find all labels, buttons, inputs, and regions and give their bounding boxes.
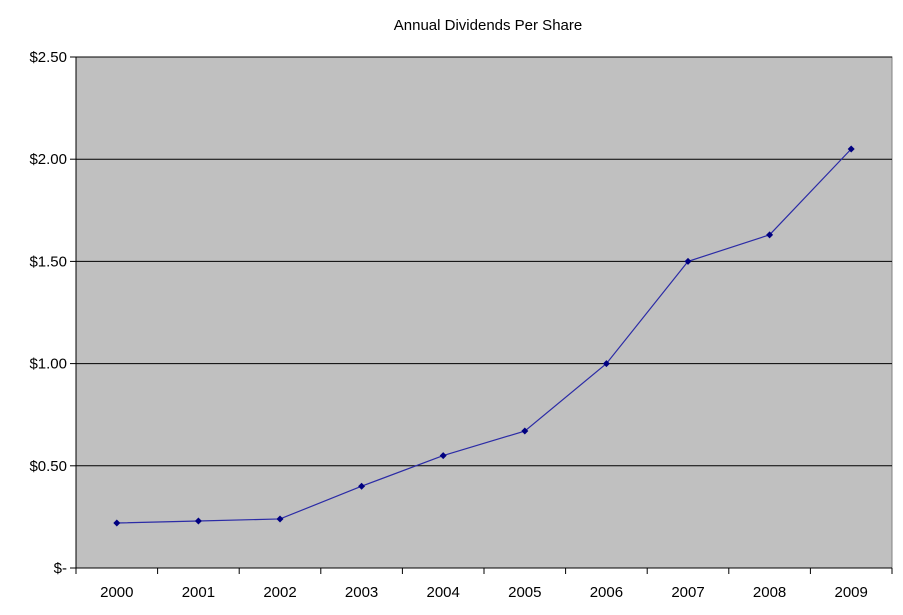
- chart-title: Annual Dividends Per Share: [394, 17, 582, 34]
- data-point: [113, 519, 121, 527]
- y-axis-ticks: $- $0.50 $1.00 $1.50 $2.00 $2.50: [29, 49, 76, 577]
- data-point: [358, 482, 366, 490]
- data-point: [276, 515, 284, 523]
- y-tick-label: $2.00: [29, 151, 67, 168]
- x-tick-label: 2006: [590, 584, 623, 601]
- x-tick-label: 2000: [100, 584, 133, 601]
- x-tick-label: 2004: [427, 584, 460, 601]
- data-point: [847, 145, 855, 153]
- y-tick-label: $1.50: [29, 253, 67, 270]
- y-tick-label: $1.00: [29, 356, 67, 373]
- x-tick-label: 2008: [753, 584, 786, 601]
- y-tick-label: $2.50: [29, 49, 67, 66]
- x-tick-label: 2007: [671, 584, 704, 601]
- data-point: [439, 452, 447, 460]
- data-point: [602, 360, 610, 368]
- x-tick-label: 2003: [345, 584, 378, 601]
- data-point: [521, 427, 529, 435]
- x-axis-ticks: 2000 2001 2002 2003 2004 2005 2006 2007 2008 2009: [75, 568, 893, 601]
- data-point: [194, 517, 202, 525]
- data-point: [766, 231, 774, 239]
- series-line: [116, 148, 852, 524]
- plot-area: [75, 56, 893, 569]
- x-tick-label: 2009: [835, 584, 868, 601]
- series-layer: [113, 145, 855, 527]
- y-tick-label: $-: [54, 560, 67, 577]
- y-tick-label: $0.50: [29, 458, 67, 475]
- data-point: [684, 257, 692, 265]
- x-tick-label: 2002: [263, 584, 296, 601]
- x-tick-label: 2001: [182, 584, 215, 601]
- x-tick-label: 2005: [508, 584, 541, 601]
- gridlines: [76, 56, 892, 467]
